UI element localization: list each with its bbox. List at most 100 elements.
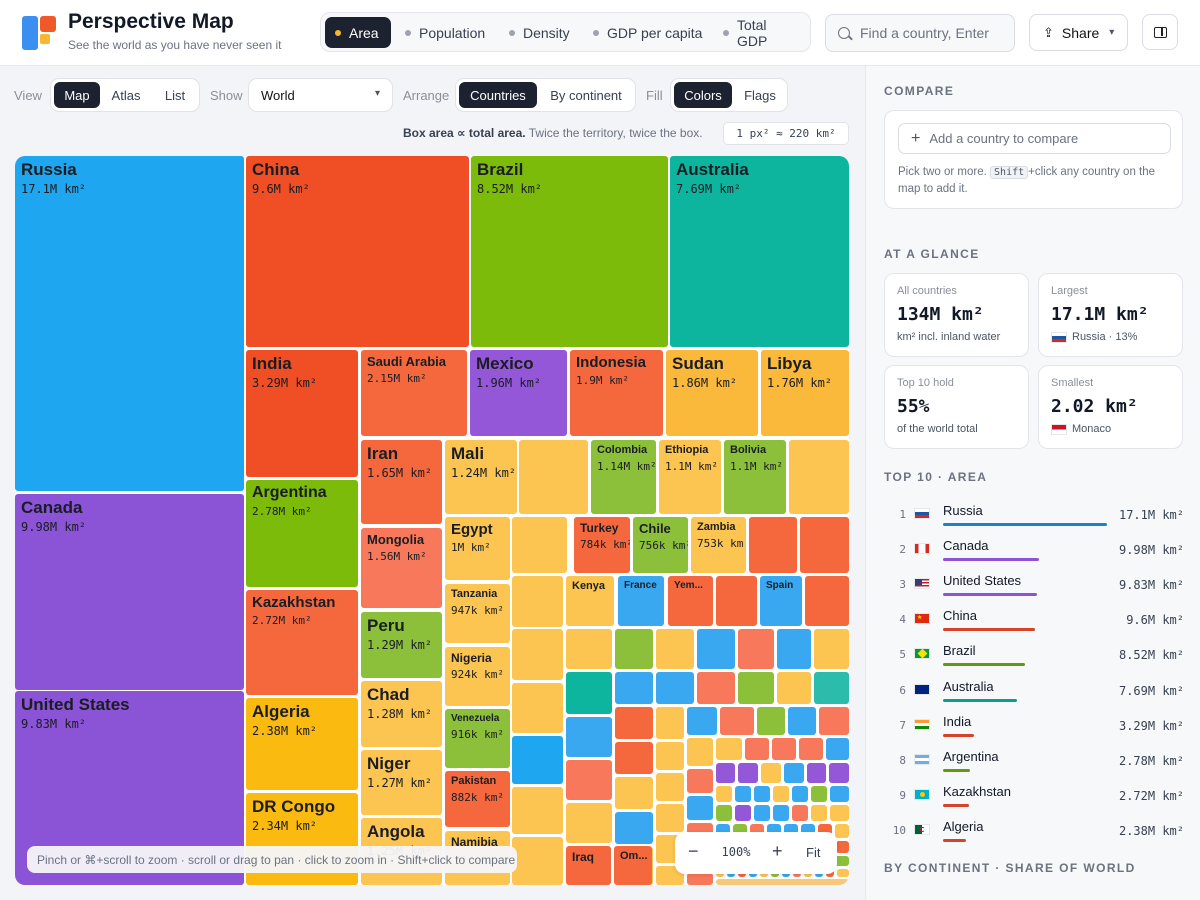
country-tile-china[interactable]: China 9.6M km²: [246, 156, 469, 347]
country-tile[interactable]: [830, 805, 849, 821]
country-tile[interactable]: [716, 738, 742, 760]
country-tile-egypt[interactable]: Egypt 1M km²: [445, 517, 510, 580]
country-tile[interactable]: [749, 517, 797, 573]
country-tile[interactable]: [716, 786, 732, 802]
country-tile[interactable]: [830, 786, 849, 802]
country-tile-argentina[interactable]: Argentina 2.78M km²: [246, 480, 358, 587]
toggle-panel-button[interactable]: [1142, 14, 1178, 50]
country-tile[interactable]: [512, 629, 563, 680]
country-tile-peru[interactable]: Peru 1.29M km²: [361, 612, 442, 678]
country-tile-saudi-arabia[interactable]: Saudi Arabia 2.15M km²: [361, 350, 467, 436]
arrange-continent-button[interactable]: By continent: [550, 87, 622, 103]
country-tile[interactable]: [819, 707, 849, 735]
country-tile[interactable]: [512, 736, 563, 784]
country-tile-mexico[interactable]: Mexico 1.96M km²: [470, 350, 567, 436]
country-tile[interactable]: [784, 763, 804, 783]
country-tile-colombia[interactable]: Colombia 1.14M km²: [591, 440, 656, 514]
country-tile[interactable]: [754, 786, 770, 802]
tab-total-gdp[interactable]: Total GDP: [713, 17, 810, 49]
country-tile[interactable]: [837, 869, 849, 877]
country-tile[interactable]: [829, 763, 849, 783]
country-tile[interactable]: [792, 786, 808, 802]
country-tile[interactable]: [566, 760, 612, 800]
country-tile[interactable]: [807, 763, 826, 783]
country-tile[interactable]: [833, 856, 849, 866]
country-tile[interactable]: [697, 672, 735, 704]
country-tile[interactable]: [512, 683, 563, 733]
top10-row[interactable]: 7 India 3.29M km²: [884, 714, 1184, 744]
country-tile[interactable]: [687, 707, 717, 735]
country-tile[interactable]: [697, 629, 735, 669]
country-tile[interactable]: [716, 763, 735, 783]
country-tile-india[interactable]: India 3.29M km²: [246, 350, 358, 477]
country-tile[interactable]: [800, 517, 849, 573]
country-tile-nigeria[interactable]: Nigeria 924k km²: [445, 647, 510, 706]
country-tile[interactable]: [512, 787, 563, 834]
country-tile[interactable]: [566, 672, 612, 714]
view-atlas-button[interactable]: Atlas: [111, 87, 141, 103]
tab-area[interactable]: Area: [325, 17, 391, 48]
country-tile[interactable]: [512, 517, 567, 573]
country-tile[interactable]: [773, 786, 789, 802]
country-tile[interactable]: [566, 717, 612, 757]
country-tile[interactable]: [814, 629, 849, 669]
country-tile[interactable]: [738, 629, 774, 669]
country-tile[interactable]: [615, 777, 653, 809]
country-tile[interactable]: [512, 837, 563, 885]
share-button[interactable]: ⇪ Share ▾: [1029, 14, 1128, 51]
country-tile[interactable]: [805, 576, 849, 626]
top10-row[interactable]: 9 Kazakhstan 2.72M km²: [884, 784, 1184, 814]
country-tile[interactable]: [792, 805, 808, 821]
country-tile-venezuela[interactable]: Venezuela 916k km²: [445, 709, 510, 768]
fill-flags-button[interactable]: Flags: [744, 87, 776, 103]
country-tile[interactable]: [772, 738, 796, 760]
tab-population[interactable]: Population: [395, 17, 495, 48]
country-tile[interactable]: [566, 629, 612, 669]
country-tile[interactable]: [687, 738, 713, 766]
country-tile[interactable]: [519, 440, 588, 514]
country-tile[interactable]: [735, 805, 751, 821]
country-tile-niger[interactable]: Niger 1.27M km²: [361, 750, 442, 815]
country-tile[interactable]: [615, 742, 653, 774]
country-tile-bolivia[interactable]: Bolivia 1.1M km²: [724, 440, 786, 514]
country-tile[interactable]: [716, 805, 732, 821]
country-tile[interactable]: [773, 805, 789, 821]
country-tile[interactable]: [811, 786, 827, 802]
country-tile[interactable]: [826, 738, 849, 760]
country-tile-spain[interactable]: Spain: [760, 576, 802, 626]
top10-row[interactable]: 10 Algeria 2.38M km²: [884, 819, 1184, 849]
country-tile[interactable]: [836, 841, 849, 853]
country-tile[interactable]: [656, 672, 694, 704]
country-tile-kenya[interactable]: Kenya: [566, 576, 614, 626]
top10-row[interactable]: 8 Argentina 2.78M km²: [884, 749, 1184, 779]
country-tile[interactable]: [656, 804, 684, 832]
view-list-button[interactable]: List: [164, 87, 186, 103]
country-tile[interactable]: [799, 738, 823, 760]
country-tile-chile[interactable]: Chile 756k km²: [633, 517, 688, 573]
top10-row[interactable]: 3 United States 9.83M km²: [884, 573, 1184, 603]
country-tile-france[interactable]: France: [618, 576, 664, 626]
country-tile[interactable]: [745, 738, 769, 760]
tab-density[interactable]: Density: [499, 17, 580, 48]
zoom-in-button[interactable]: +: [772, 841, 783, 861]
arrange-countries-button[interactable]: Countries: [459, 82, 537, 108]
zoom-out-button[interactable]: −: [688, 841, 699, 861]
country-tile-canada[interactable]: Canada 9.98M km²: [15, 494, 244, 690]
country-tile[interactable]: [716, 576, 757, 626]
country-tile[interactable]: [835, 824, 849, 838]
country-tile[interactable]: [735, 786, 751, 802]
country-tile-sudan[interactable]: Sudan 1.86M km²: [666, 350, 758, 436]
country-tile[interactable]: [738, 763, 758, 783]
country-tile-algeria[interactable]: Algeria 2.38M km²: [246, 698, 358, 790]
country-tile-mongolia[interactable]: Mongolia 1.56M km²: [361, 528, 442, 608]
fill-colors-button[interactable]: Colors: [674, 82, 732, 108]
country-tile[interactable]: [777, 629, 811, 669]
country-tile-iraq[interactable]: Iraq: [566, 846, 611, 885]
country-tile[interactable]: [656, 773, 684, 801]
country-tile[interactable]: [656, 629, 694, 669]
country-tile-chad[interactable]: Chad 1.28M km²: [361, 681, 442, 747]
country-tile-kazakhstan[interactable]: Kazakhstan 2.72M km²: [246, 590, 358, 695]
compare-input[interactable]: + Add a country to compare: [898, 123, 1171, 154]
country-tile[interactable]: [720, 707, 754, 735]
country-tile[interactable]: [738, 672, 774, 704]
